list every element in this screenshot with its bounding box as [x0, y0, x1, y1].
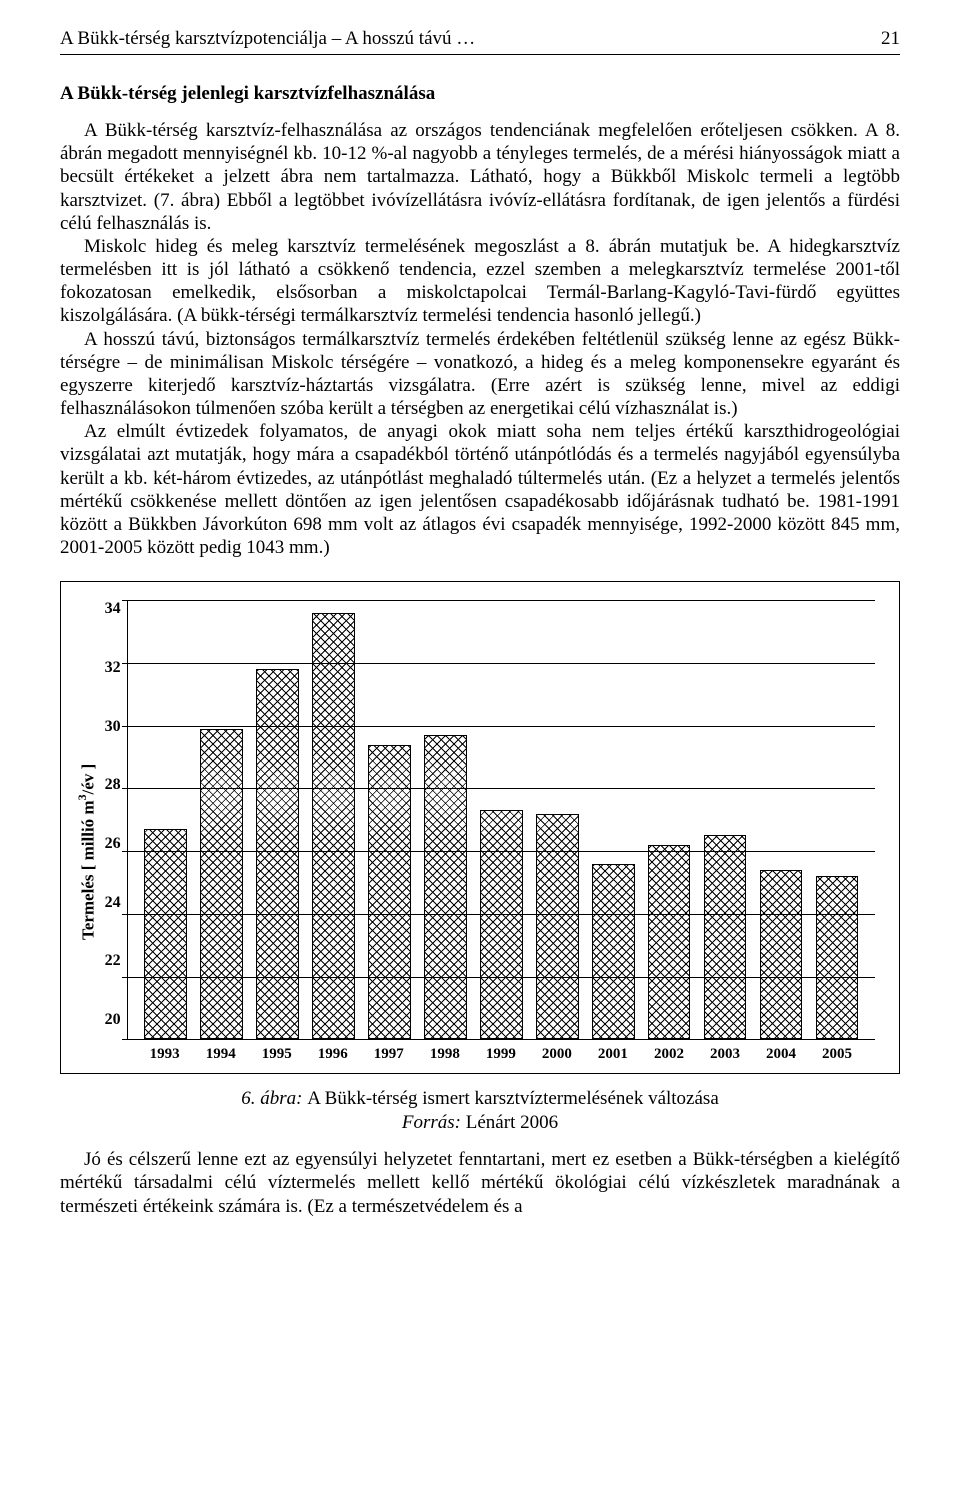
page-number: 21	[881, 28, 900, 50]
gridline	[128, 600, 875, 601]
x-tick-label: 2001	[585, 1046, 641, 1063]
bar-slot	[529, 600, 585, 1039]
bar-slot	[194, 600, 250, 1039]
x-tick-label: 2004	[753, 1046, 809, 1063]
bar-slot	[250, 600, 306, 1039]
bar	[200, 729, 243, 1039]
running-title: A Bükk-térség karsztvízpotenciálja – A h…	[60, 28, 475, 50]
bar-slot	[306, 600, 362, 1039]
bar-slot	[753, 600, 809, 1039]
section-title: A Bükk-térség jelenlegi karsztvízfelhasz…	[60, 83, 900, 105]
bar-slot	[641, 600, 697, 1039]
y-tick-label: 30	[99, 718, 121, 736]
gridline	[128, 663, 875, 664]
x-tick-label: 2005	[809, 1046, 865, 1063]
y-tick-mark	[122, 600, 128, 601]
y-tick-label: 20	[99, 1011, 121, 1029]
paragraph-5: Jó és célszerű lenne ezt az egyensúlyi h…	[60, 1148, 900, 1218]
bar	[592, 864, 635, 1040]
x-tick-label: 1997	[361, 1046, 417, 1063]
y-tick-label: 22	[99, 952, 121, 970]
paragraph-2: Miskolc hideg és meleg karsztvíz termelé…	[60, 235, 900, 328]
paragraph-1: A Bükk-térség karsztvíz-felhasználása az…	[60, 119, 900, 235]
bar-slot	[585, 600, 641, 1039]
x-tick-label: 2000	[529, 1046, 585, 1063]
header-rule	[60, 54, 900, 55]
bar-slot	[361, 600, 417, 1039]
chart-bars	[128, 600, 875, 1039]
y-tick-mark	[122, 663, 128, 664]
bar	[424, 735, 467, 1039]
figure-source: Forrás: Lénárt 2006	[60, 1112, 900, 1134]
chart-frame: Termelés [ millió m3/év ] 34 32 30 28 26 24 22…	[60, 581, 900, 1074]
gridline	[128, 914, 875, 915]
gridline	[128, 851, 875, 852]
bar	[480, 810, 523, 1039]
x-axis-ticks: 1993199419951996199719981999200020012002…	[127, 1040, 875, 1063]
y-axis-ticks: 34 32 30 28 26 24 22 20	[99, 600, 127, 1063]
bar	[648, 845, 691, 1039]
source-text: Lénárt 2006	[466, 1112, 558, 1133]
y-tick-mark	[122, 977, 128, 978]
paragraph-3: A hosszú távú, biztonságos termálkarsztv…	[60, 328, 900, 421]
gridline	[128, 788, 875, 789]
y-tick-mark	[122, 851, 128, 852]
y-tick-mark	[122, 788, 128, 789]
y-tick-mark	[122, 914, 128, 915]
bar	[760, 870, 803, 1039]
running-header: A Bükk-térség karsztvízpotenciálja – A h…	[60, 28, 900, 50]
bar-slot	[809, 600, 865, 1039]
bar-slot	[417, 600, 473, 1039]
x-tick-label: 2002	[641, 1046, 697, 1063]
bar	[536, 814, 579, 1040]
x-tick-label: 1994	[193, 1046, 249, 1063]
x-tick-label: 1999	[473, 1046, 529, 1063]
paragraph-4: Az elmúlt évtizedek folyamatos, de anyag…	[60, 420, 900, 559]
y-tick-label: 34	[99, 600, 121, 618]
figure-caption-text: A Bükk-térség ismert karsztvíztermelésén…	[307, 1088, 719, 1109]
source-label: Forrás:	[402, 1112, 461, 1133]
x-tick-label: 2003	[697, 1046, 753, 1063]
bar	[816, 876, 859, 1039]
y-tick-label: 24	[99, 894, 121, 912]
gridline	[128, 977, 875, 978]
bar	[704, 835, 747, 1039]
bar	[144, 829, 187, 1039]
y-tick-mark	[122, 1039, 128, 1040]
x-tick-label: 1998	[417, 1046, 473, 1063]
y-tick-label: 28	[99, 776, 121, 794]
bar-slot	[473, 600, 529, 1039]
chart-plot-area	[127, 600, 875, 1040]
gridline	[128, 726, 875, 727]
y-tick-label: 32	[99, 659, 121, 677]
figure-caption: 6. ábra: A Bükk-térség ismert karsztvízt…	[60, 1088, 900, 1110]
bar-slot	[138, 600, 194, 1039]
y-axis-label: Termelés [ millió m3/év ]	[71, 600, 99, 1063]
bar	[312, 613, 355, 1039]
y-tick-mark	[122, 726, 128, 727]
x-tick-label: 1996	[305, 1046, 361, 1063]
x-tick-label: 1995	[249, 1046, 305, 1063]
x-tick-label: 1993	[137, 1046, 193, 1063]
bar-slot	[697, 600, 753, 1039]
figure-number: 6. ábra:	[241, 1088, 302, 1109]
y-tick-label: 26	[99, 835, 121, 853]
